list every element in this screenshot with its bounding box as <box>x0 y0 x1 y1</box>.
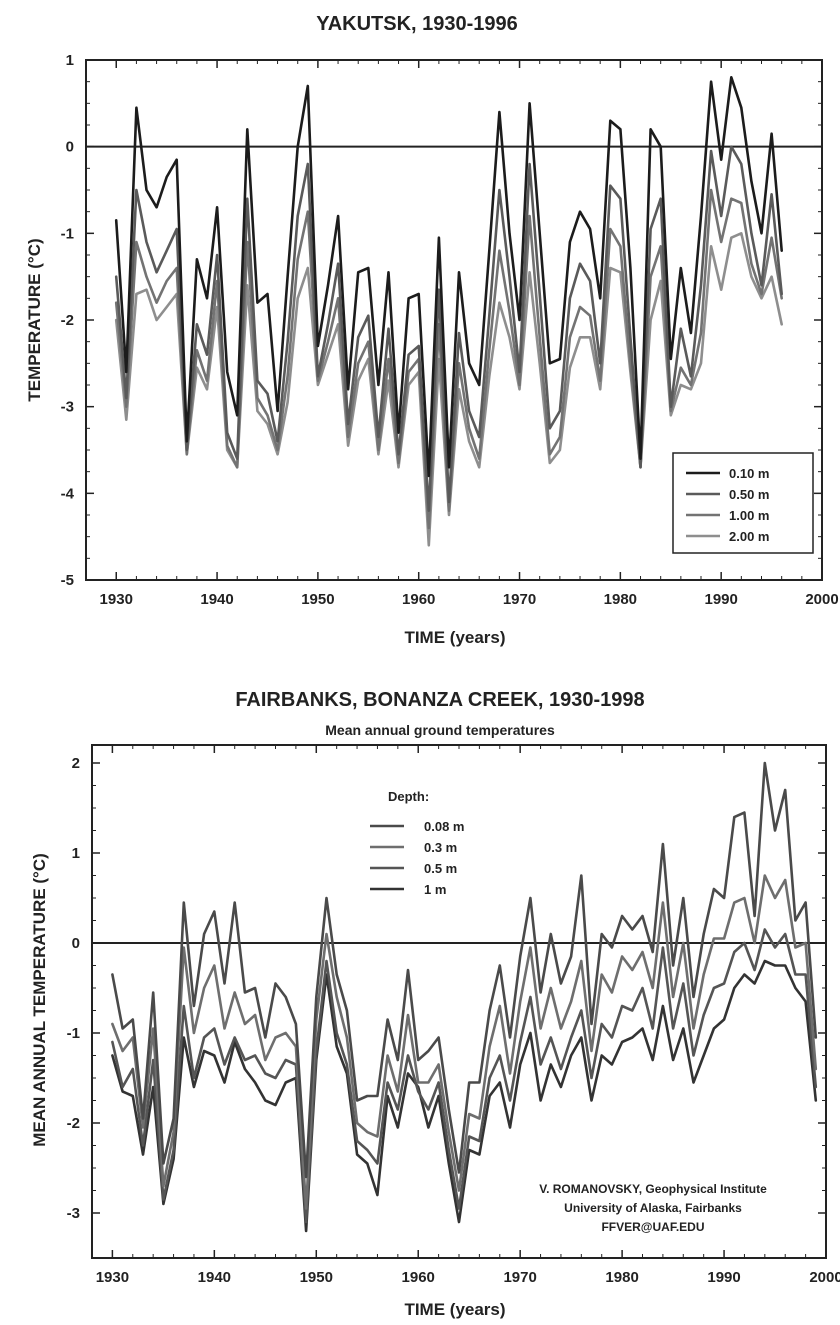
y-tick-label: -3 <box>61 399 74 416</box>
legend-label: 2.00 m <box>729 529 769 544</box>
legend-title: Depth: <box>388 789 429 804</box>
x-tick-label: 1950 <box>301 591 334 608</box>
credit-line: University of Alaska, Fairbanks <box>564 1201 742 1215</box>
legend-label: 0.50 m <box>729 487 769 502</box>
series-line-2-00-m <box>114 232 784 547</box>
x-tick-label: 1940 <box>198 1269 231 1286</box>
x-tick-label: 1960 <box>402 1269 435 1286</box>
y-tick-label: 0 <box>72 935 80 952</box>
legend-label: 1.00 m <box>729 508 769 523</box>
y-tick-label: -1 <box>67 1025 80 1042</box>
x-tick-label: 2000 <box>809 1269 840 1286</box>
y-tick-label: -1 <box>61 225 74 242</box>
chart-subtitle: Mean annual ground temperatures <box>325 722 555 738</box>
y-tick-label: 1 <box>72 845 80 862</box>
y-tick-label: -3 <box>67 1205 80 1222</box>
x-tick-label: 1980 <box>604 591 637 608</box>
y-tick-label: -2 <box>67 1115 80 1132</box>
y-axis-label: TEMPERATURE (°C) <box>25 238 44 401</box>
series-line-0-50-m <box>114 145 784 513</box>
x-tick-label: 1970 <box>503 591 536 608</box>
legend: 0.10 m 0.50 m 1.00 m 2.00 m <box>672 452 814 554</box>
series-line-0-10-m <box>114 76 784 478</box>
y-axis-label: MEAN ANNUAL TEMPERATURE (°C) <box>30 853 49 1147</box>
yakutsk-chart: YAKUTSK, 1930-1996 1930 1940 1950 1960 1970 1… <box>25 13 839 647</box>
y-tick-label: -2 <box>61 312 74 329</box>
x-tick-label: 1930 <box>100 591 133 608</box>
x-tick-label: 1990 <box>707 1269 740 1286</box>
x-axis-label: TIME (years) <box>404 628 505 647</box>
credit-block: V. ROMANOVSKY, Geophysical Institute Uni… <box>539 1182 767 1234</box>
x-tick-label: 2000 <box>805 591 838 608</box>
y-tick-label: 1 <box>66 52 74 69</box>
legend-label: 0.08 m <box>424 819 464 834</box>
chart-title: YAKUTSK, 1930-1996 <box>316 13 518 35</box>
x-axis-label: TIME (years) <box>404 1300 505 1319</box>
legend-label: 0.5 m <box>424 861 457 876</box>
x-tick-label: 1970 <box>503 1269 536 1286</box>
y-tick-label: 2 <box>72 755 80 772</box>
x-tick-label: 1950 <box>300 1269 333 1286</box>
series-line-0-3-m <box>111 874 818 1210</box>
credit-line: FFVER@UAF.EDU <box>601 1220 704 1234</box>
series-line-0-5-m <box>111 928 818 1224</box>
legend-label: 0.3 m <box>424 840 457 855</box>
series-line-1-m <box>111 959 818 1233</box>
x-tick-label: 1930 <box>96 1269 129 1286</box>
fairbanks-chart: FAIRBANKS, BONANZA CREEK, 1930-1998 Mean… <box>30 689 840 1319</box>
legend-label: 0.10 m <box>729 466 769 481</box>
x-tick-label: 1940 <box>200 591 233 608</box>
x-tick-label: 1980 <box>605 1269 638 1286</box>
y-tick-label: -4 <box>61 485 75 502</box>
x-tick-label: 1990 <box>704 591 737 608</box>
y-tick-label: -5 <box>61 572 74 589</box>
series-line-0-08-m <box>111 761 818 1179</box>
chart-title: FAIRBANKS, BONANZA CREEK, 1930-1998 <box>235 689 644 711</box>
y-tick-label: 0 <box>66 139 74 156</box>
series-line-1-00-m <box>114 188 784 530</box>
legend: Depth: 0.08 m 0.3 m 0.5 m 1 m <box>370 789 464 897</box>
legend-label: 1 m <box>424 882 446 897</box>
x-tick-label: 1960 <box>402 591 435 608</box>
credit-line: V. ROMANOVSKY, Geophysical Institute <box>539 1182 767 1196</box>
